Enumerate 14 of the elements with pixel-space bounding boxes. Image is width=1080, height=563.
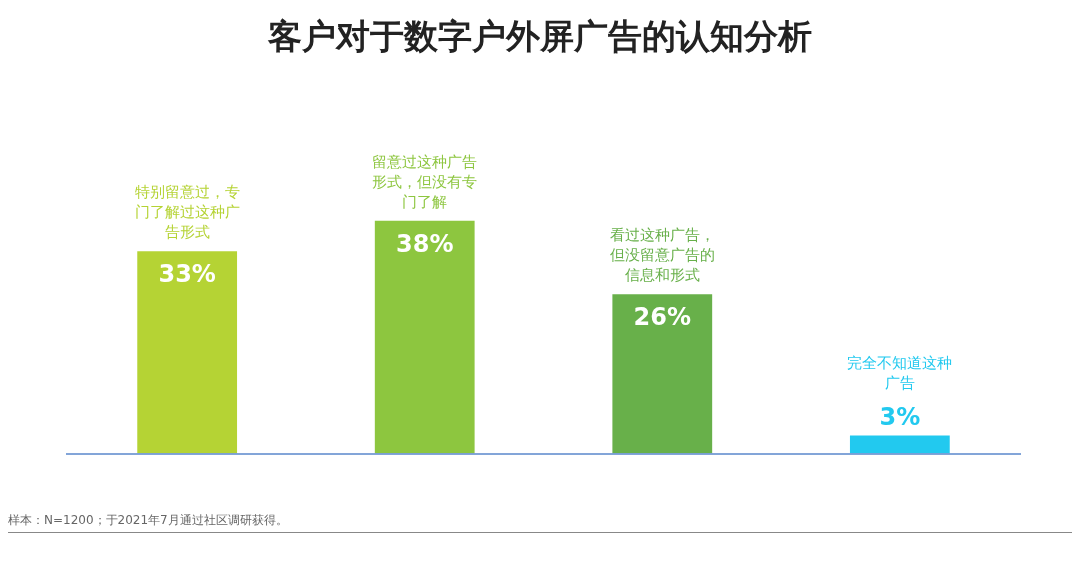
bar xyxy=(137,251,238,454)
chart-title: 客户对于数字户外屏广告的认知分析 xyxy=(267,15,813,58)
x-tick-label: 留意过这种广告形式，但没有专门了解 xyxy=(372,152,478,211)
x-tick-label: 完全不知道这种广告 xyxy=(847,353,953,392)
x-tick-label: 看过这种广告，但没留意广告的信息和形式 xyxy=(609,226,715,285)
x-tick-label: 特别留意过，专门了解过这种广告形式 xyxy=(134,183,240,242)
bar xyxy=(374,220,475,454)
bar xyxy=(849,435,950,454)
data-label: 38% xyxy=(395,229,454,258)
data-label: 33% xyxy=(158,260,216,289)
data-label: 3% xyxy=(879,402,921,431)
bar xyxy=(612,294,713,454)
text: 样本：N=1200；于2021年7月通过社区调研获得。 xyxy=(8,512,1072,533)
data-label: 26% xyxy=(633,303,692,332)
